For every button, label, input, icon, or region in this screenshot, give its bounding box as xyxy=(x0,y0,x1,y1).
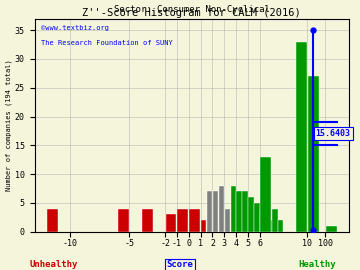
Title: Z''-Score Histogram for CALM (2016): Z''-Score Histogram for CALM (2016) xyxy=(82,8,301,18)
Bar xyxy=(47,209,58,232)
Text: Sector: Consumer Non-Cyclical: Sector: Consumer Non-Cyclical xyxy=(114,5,270,15)
Bar xyxy=(254,203,260,232)
Bar xyxy=(248,197,254,232)
Bar xyxy=(326,226,337,232)
Bar xyxy=(166,214,176,232)
Bar xyxy=(213,191,218,232)
Bar xyxy=(278,220,283,232)
Bar xyxy=(201,220,206,232)
Bar xyxy=(296,42,307,232)
Bar xyxy=(237,191,242,232)
Bar xyxy=(177,209,188,232)
Bar xyxy=(142,209,153,232)
Bar xyxy=(230,185,236,232)
Bar xyxy=(260,157,271,232)
Bar xyxy=(260,209,266,232)
Bar xyxy=(225,209,230,232)
Bar xyxy=(308,76,319,232)
Text: Healthy: Healthy xyxy=(298,260,336,269)
Y-axis label: Number of companies (194 total): Number of companies (194 total) xyxy=(5,59,12,191)
Bar xyxy=(219,185,224,232)
Bar xyxy=(266,220,271,232)
Text: Unhealthy: Unhealthy xyxy=(30,260,78,269)
Text: The Research Foundation of SUNY: The Research Foundation of SUNY xyxy=(41,40,172,46)
Bar xyxy=(118,209,129,232)
Bar xyxy=(272,209,278,232)
Bar xyxy=(207,191,212,232)
Bar xyxy=(189,209,200,232)
Text: 15.6403: 15.6403 xyxy=(316,129,351,138)
Bar xyxy=(242,191,248,232)
Text: ©www.textbiz.org: ©www.textbiz.org xyxy=(41,25,109,31)
Text: Score: Score xyxy=(167,260,193,269)
